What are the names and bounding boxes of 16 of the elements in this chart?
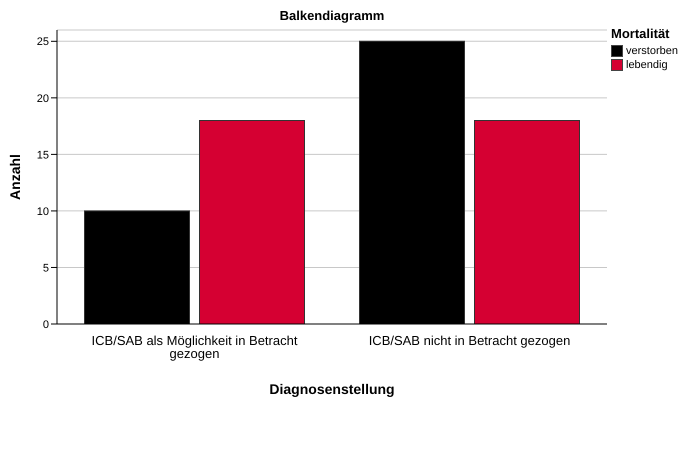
bar xyxy=(199,120,305,324)
legend-label: lebendig xyxy=(626,59,668,71)
y-tick-label: 10 xyxy=(36,206,49,218)
legend-title: Mortalität xyxy=(611,26,670,41)
x-axis-title: Diagnosenstellung xyxy=(269,381,395,397)
y-tick-label: 5 xyxy=(42,262,49,274)
x-tick-label: ICB/SAB nicht in Betracht gezogen xyxy=(368,333,570,348)
bar xyxy=(474,120,580,324)
y-tick-label: 15 xyxy=(36,149,49,162)
y-tick-label: 0 xyxy=(42,318,49,331)
y-tick-label: 20 xyxy=(36,92,49,105)
x-tick-label: ICB/SAB als Möglichkeit in Betracht gezogen xyxy=(92,333,298,362)
chart-title: Balkendiagramm xyxy=(278,8,386,23)
legend-label: verstorben xyxy=(626,45,678,57)
y-axis-title: Anzahl xyxy=(6,154,23,200)
y-tick-label: 25 xyxy=(36,36,49,48)
